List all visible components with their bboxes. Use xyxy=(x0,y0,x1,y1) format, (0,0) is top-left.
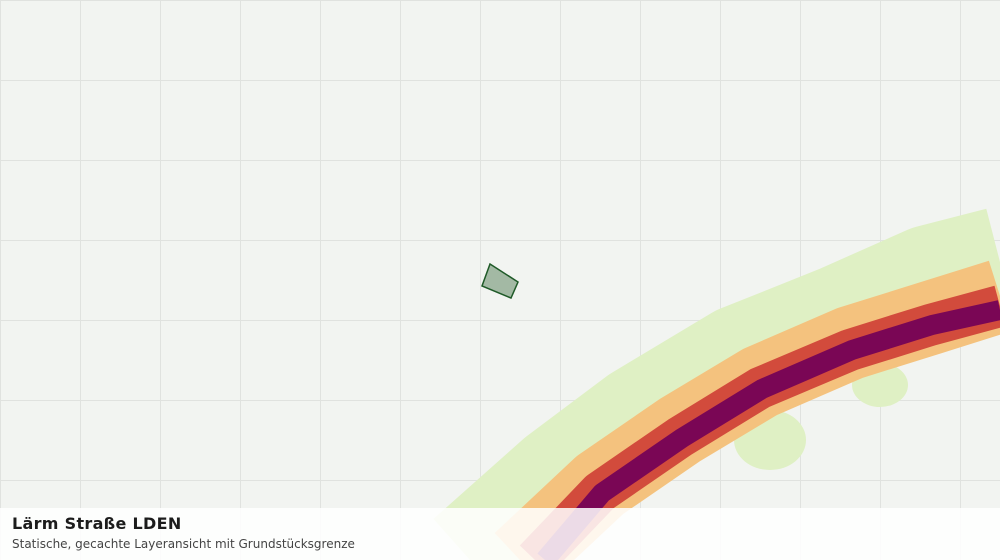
noise-layer xyxy=(433,208,1000,560)
parcel-boundary xyxy=(481,262,519,299)
noise-band-75db xyxy=(537,300,1000,560)
layer-title: Lärm Straße LDEN xyxy=(12,514,182,533)
caption-panel: Lärm Straße LDEN Statische, gecachte Lay… xyxy=(0,508,1000,560)
noise-band-45db xyxy=(926,228,994,276)
layer-subtitle: Statische, gecachte Layeransicht mit Gru… xyxy=(12,537,355,551)
